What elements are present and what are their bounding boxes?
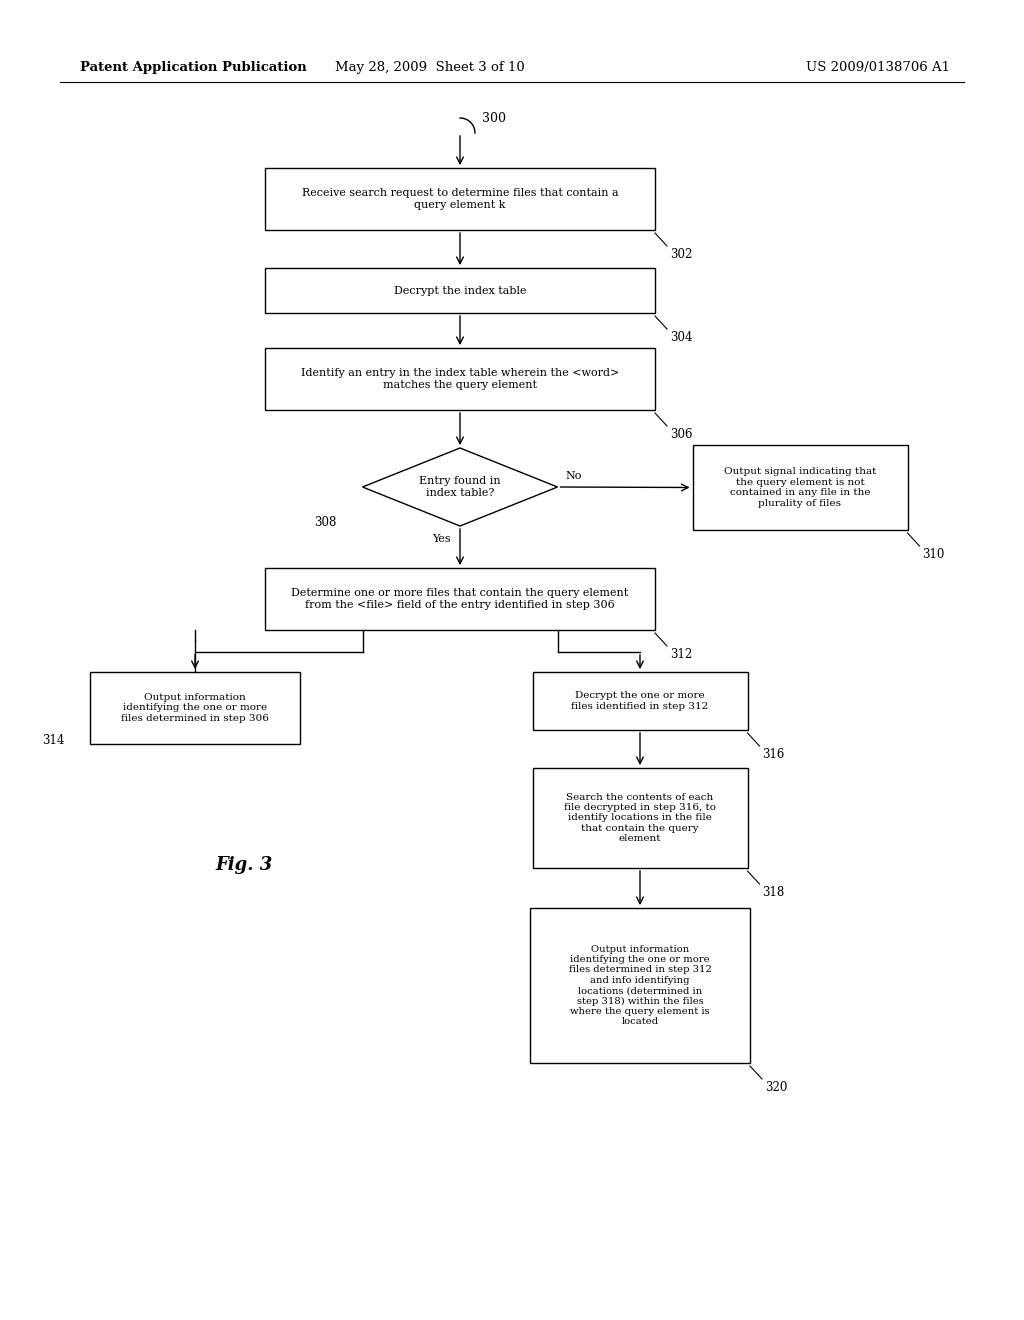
Text: 320: 320 [765, 1081, 787, 1094]
Text: 308: 308 [314, 516, 337, 529]
Bar [265, 168, 655, 230]
Text: US 2009/0138706 A1: US 2009/0138706 A1 [806, 62, 950, 74]
Text: Yes: Yes [432, 535, 451, 544]
Text: May 28, 2009  Sheet 3 of 10: May 28, 2009 Sheet 3 of 10 [335, 62, 525, 74]
Text: Patent Application Publication: Patent Application Publication [80, 62, 307, 74]
Text: 306: 306 [670, 428, 692, 441]
Bar [532, 768, 748, 869]
Text: Entry found in
index table?: Entry found in index table? [419, 477, 501, 498]
Text: 310: 310 [923, 548, 945, 561]
Bar [90, 672, 300, 744]
Bar [265, 268, 655, 313]
Bar [532, 672, 748, 730]
Text: 314: 314 [42, 734, 65, 747]
Text: Determine one or more files that contain the query element
from the <file> field: Determine one or more files that contain… [292, 589, 629, 610]
Text: 312: 312 [670, 648, 692, 661]
Text: No: No [565, 471, 582, 480]
Bar [530, 908, 750, 1063]
Text: 302: 302 [670, 248, 692, 261]
Text: Receive search request to determine files that contain a
query element k: Receive search request to determine file… [302, 189, 618, 210]
Text: Output information
identifying the one or more
files determined in step 306: Output information identifying the one o… [121, 693, 269, 723]
Text: 318: 318 [763, 886, 784, 899]
Text: Decrypt the one or more
files identified in step 312: Decrypt the one or more files identified… [571, 692, 709, 710]
Text: 316: 316 [763, 748, 784, 762]
Bar [265, 348, 655, 411]
Text: Decrypt the index table: Decrypt the index table [394, 285, 526, 296]
Text: Fig. 3: Fig. 3 [215, 855, 272, 874]
Text: 304: 304 [670, 331, 692, 345]
Text: 300: 300 [482, 112, 506, 125]
Text: Search the contents of each
file decrypted in step 316, to
identify locations in: Search the contents of each file decrypt… [564, 793, 716, 843]
Text: Output signal indicating that
the query element is not
contained in any file in : Output signal indicating that the query … [724, 467, 877, 508]
Text: Output information
identifying the one or more
files determined in step 312
and : Output information identifying the one o… [568, 945, 712, 1027]
Bar [265, 568, 655, 630]
Text: Identify an entry in the index table wherein the <word>
matches the query elemen: Identify an entry in the index table whe… [301, 368, 620, 389]
Polygon shape [362, 447, 557, 525]
Bar [692, 445, 907, 531]
